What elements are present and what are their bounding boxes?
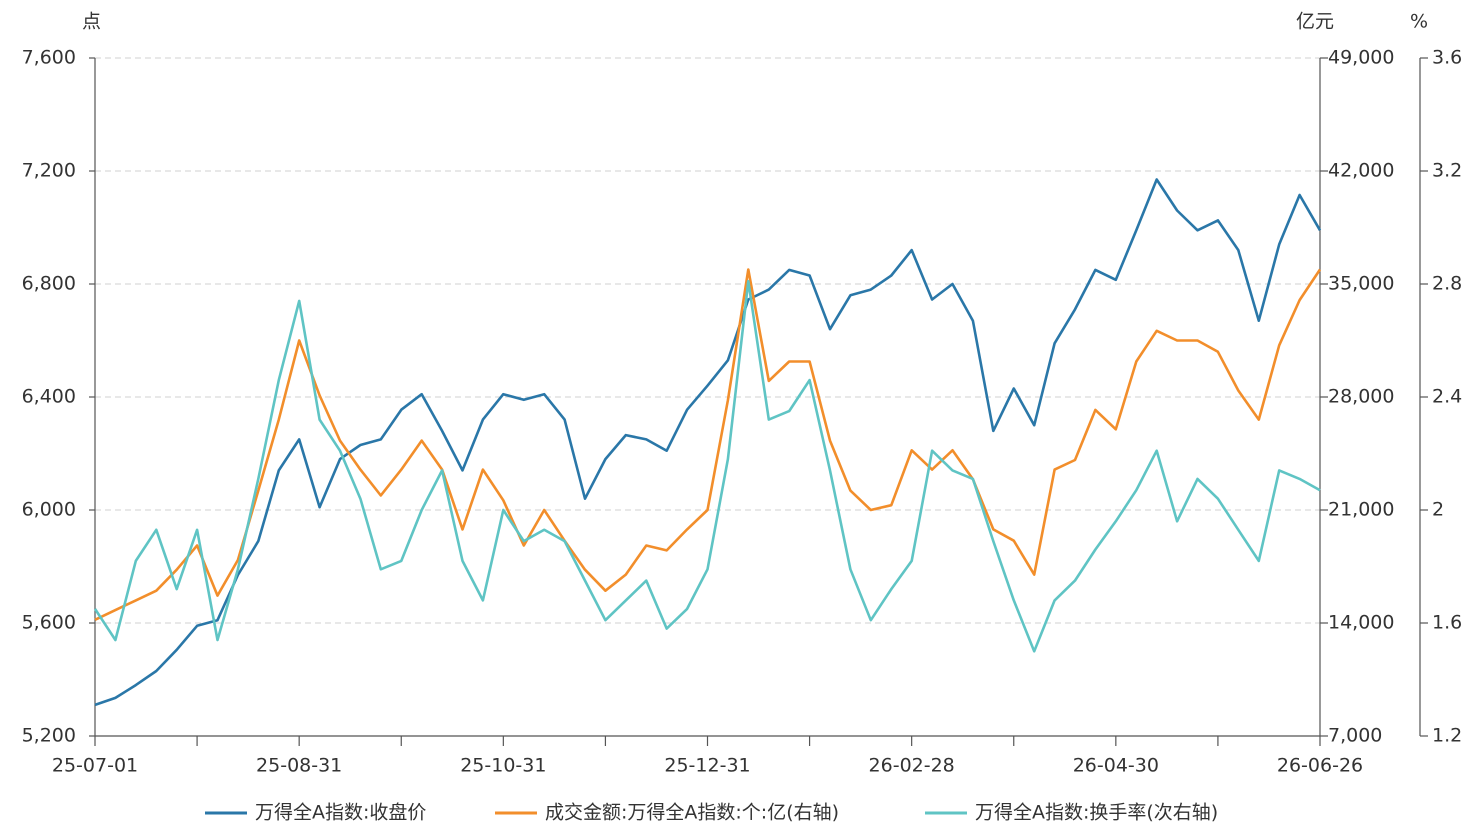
y3-tick-label: 2.4 [1432,386,1462,408]
y2-tick-label: 35,000 [1328,273,1394,295]
series-line [93,279,1321,653]
y2-tick-label: 49,000 [1328,47,1394,69]
y-tick-label: 6,400 [22,386,76,408]
y3-tick-label: 3.6 [1432,47,1462,69]
x-tick-label: 25-12-31 [664,755,750,777]
legend-label: 万得全A指数:收盘价 [255,802,426,824]
y-tick-label: 6,800 [22,273,76,295]
legend-label: 万得全A指数:换手率(次右轴) [975,802,1218,824]
y-unit: 点 [82,11,101,33]
y2-tick-label: 14,000 [1328,612,1394,634]
x-tick-label: 26-04-30 [1073,755,1159,777]
y2-tick-label: 7,000 [1328,725,1382,747]
y2-tick-label: 28,000 [1328,386,1394,408]
y3-tick-label: 1.2 [1432,725,1462,747]
y-tick-label: 5,200 [22,725,76,747]
x-tick-label: 25-10-31 [460,755,546,777]
y2-unit: 亿元 [1296,11,1334,33]
x-tick-label: 26-02-28 [869,755,955,777]
y2-tick-label: 21,000 [1328,499,1394,521]
x-tick-label: 25-07-01 [52,755,138,777]
y2-tick-label: 42,000 [1328,160,1394,182]
y3-tick-label: 1.6 [1432,612,1462,634]
y3-tick-label: 2 [1432,499,1444,521]
legend-label: 成交金额:万得全A指数:个:亿(右轴) [545,802,839,824]
x-tick-label: 25-08-31 [256,755,342,777]
y-tick-label: 6,000 [22,499,76,521]
y3-unit: % [1410,11,1428,33]
series-line [94,178,1322,707]
y3-tick-label: 2.8 [1432,273,1462,295]
y-tick-label: 7,200 [22,160,76,182]
y-tick-label: 7,600 [22,47,76,69]
x-tick-label: 26-06-26 [1277,755,1363,777]
y3-tick-label: 3.2 [1432,160,1462,182]
y-tick-label: 5,600 [22,612,76,634]
series-line [94,268,1322,621]
